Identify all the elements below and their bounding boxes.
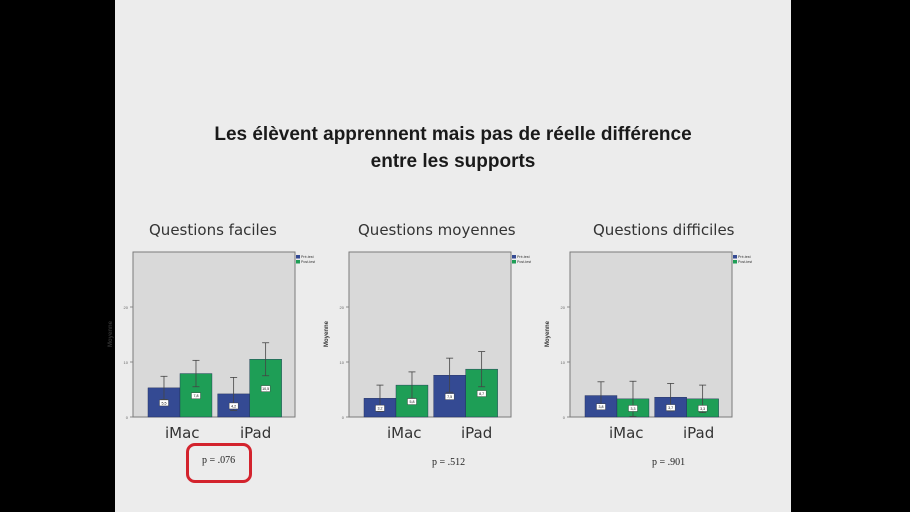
chart-3-p-value: p = .901 <box>652 457 686 468</box>
data-label: 3,3 <box>700 407 705 411</box>
chart-2-category-imac: iMac <box>387 424 422 442</box>
data-label: 7,8 <box>193 394 198 398</box>
legend-label: Pré-test <box>738 255 751 259</box>
data-label: 5,8 <box>409 400 414 404</box>
data-label-box <box>191 392 201 399</box>
y-tick-label: 10 <box>124 360 129 365</box>
y-tick-label: 20 <box>340 305 345 310</box>
data-label: 4,2 <box>231 404 236 408</box>
legend-label: Pré-test <box>517 255 530 259</box>
y-tick-label: 0 <box>126 415 129 420</box>
chart-3-category-ipad: iPad <box>683 424 715 442</box>
chart-3-y-axis-label: Moyenne <box>545 320 552 348</box>
legend-label: Post-test <box>301 260 315 264</box>
data-label-box <box>665 404 676 411</box>
chart-3-title: Questions difficiles <box>593 221 735 239</box>
legend-label: Post-test <box>517 260 531 264</box>
data-label-box <box>596 403 606 410</box>
chart-2-title: Questions moyennes <box>358 221 516 239</box>
data-label-box <box>697 405 708 412</box>
chart-2-p-value: p = .512 <box>432 457 466 468</box>
y-tick-label: 0 <box>563 415 566 420</box>
data-label: 3,2 <box>377 407 382 411</box>
data-label-box <box>375 404 385 412</box>
legend-swatch <box>296 260 300 264</box>
legend-label: Post-test <box>738 260 752 264</box>
data-label-box <box>476 390 487 397</box>
y-tick-label: 10 <box>561 360 566 365</box>
slide-title-line-1: Les élèvent apprennent mais pas de réell… <box>214 124 692 145</box>
data-label-box <box>159 399 169 407</box>
slide-title-line-2: entre les supports <box>370 151 536 172</box>
data-label: 8,7 <box>479 392 484 396</box>
data-label: 3,7 <box>668 406 673 410</box>
legend-swatch <box>733 260 737 264</box>
chart-2-category-ipad: iPad <box>461 424 493 442</box>
legend-label: Pré-test <box>301 255 314 259</box>
data-label: 5,5 <box>161 401 166 405</box>
y-tick-label: 10 <box>340 360 345 365</box>
data-label: 3,3 <box>630 407 635 411</box>
data-label-box <box>628 405 638 412</box>
y-tick-label: 0 <box>342 415 345 420</box>
chart-2-y-axis-label: Moyenne <box>324 320 331 348</box>
legend-swatch <box>733 255 737 259</box>
legend-swatch <box>512 260 516 264</box>
data-label-box <box>444 393 455 400</box>
data-label: 3,8 <box>598 405 603 409</box>
legend-swatch <box>296 255 300 259</box>
data-label-box <box>260 385 271 392</box>
chart-1-p-value: p = .076 <box>202 455 236 466</box>
slide-title: Les élèvent apprennent mais pas de réell… <box>115 121 791 175</box>
highlight-box <box>186 443 252 483</box>
data-label-box <box>407 398 417 405</box>
data-label: 7,5 <box>447 395 452 399</box>
chart-1-title: Questions faciles <box>149 221 277 239</box>
y-tick-label: 20 <box>124 305 129 310</box>
y-tick-label: 20 <box>561 305 566 310</box>
chart-1-y-axis-label: Moyenne <box>108 320 115 348</box>
chart-1-category-imac: iMac <box>165 424 200 442</box>
chart-1-category-ipad: iPad <box>240 424 272 442</box>
data-label: 10,5 <box>262 387 269 391</box>
plot-area <box>569 251 733 418</box>
data-label-box <box>228 402 239 410</box>
chart-3-category-imac: iMac <box>609 424 644 442</box>
legend-swatch <box>512 255 516 259</box>
